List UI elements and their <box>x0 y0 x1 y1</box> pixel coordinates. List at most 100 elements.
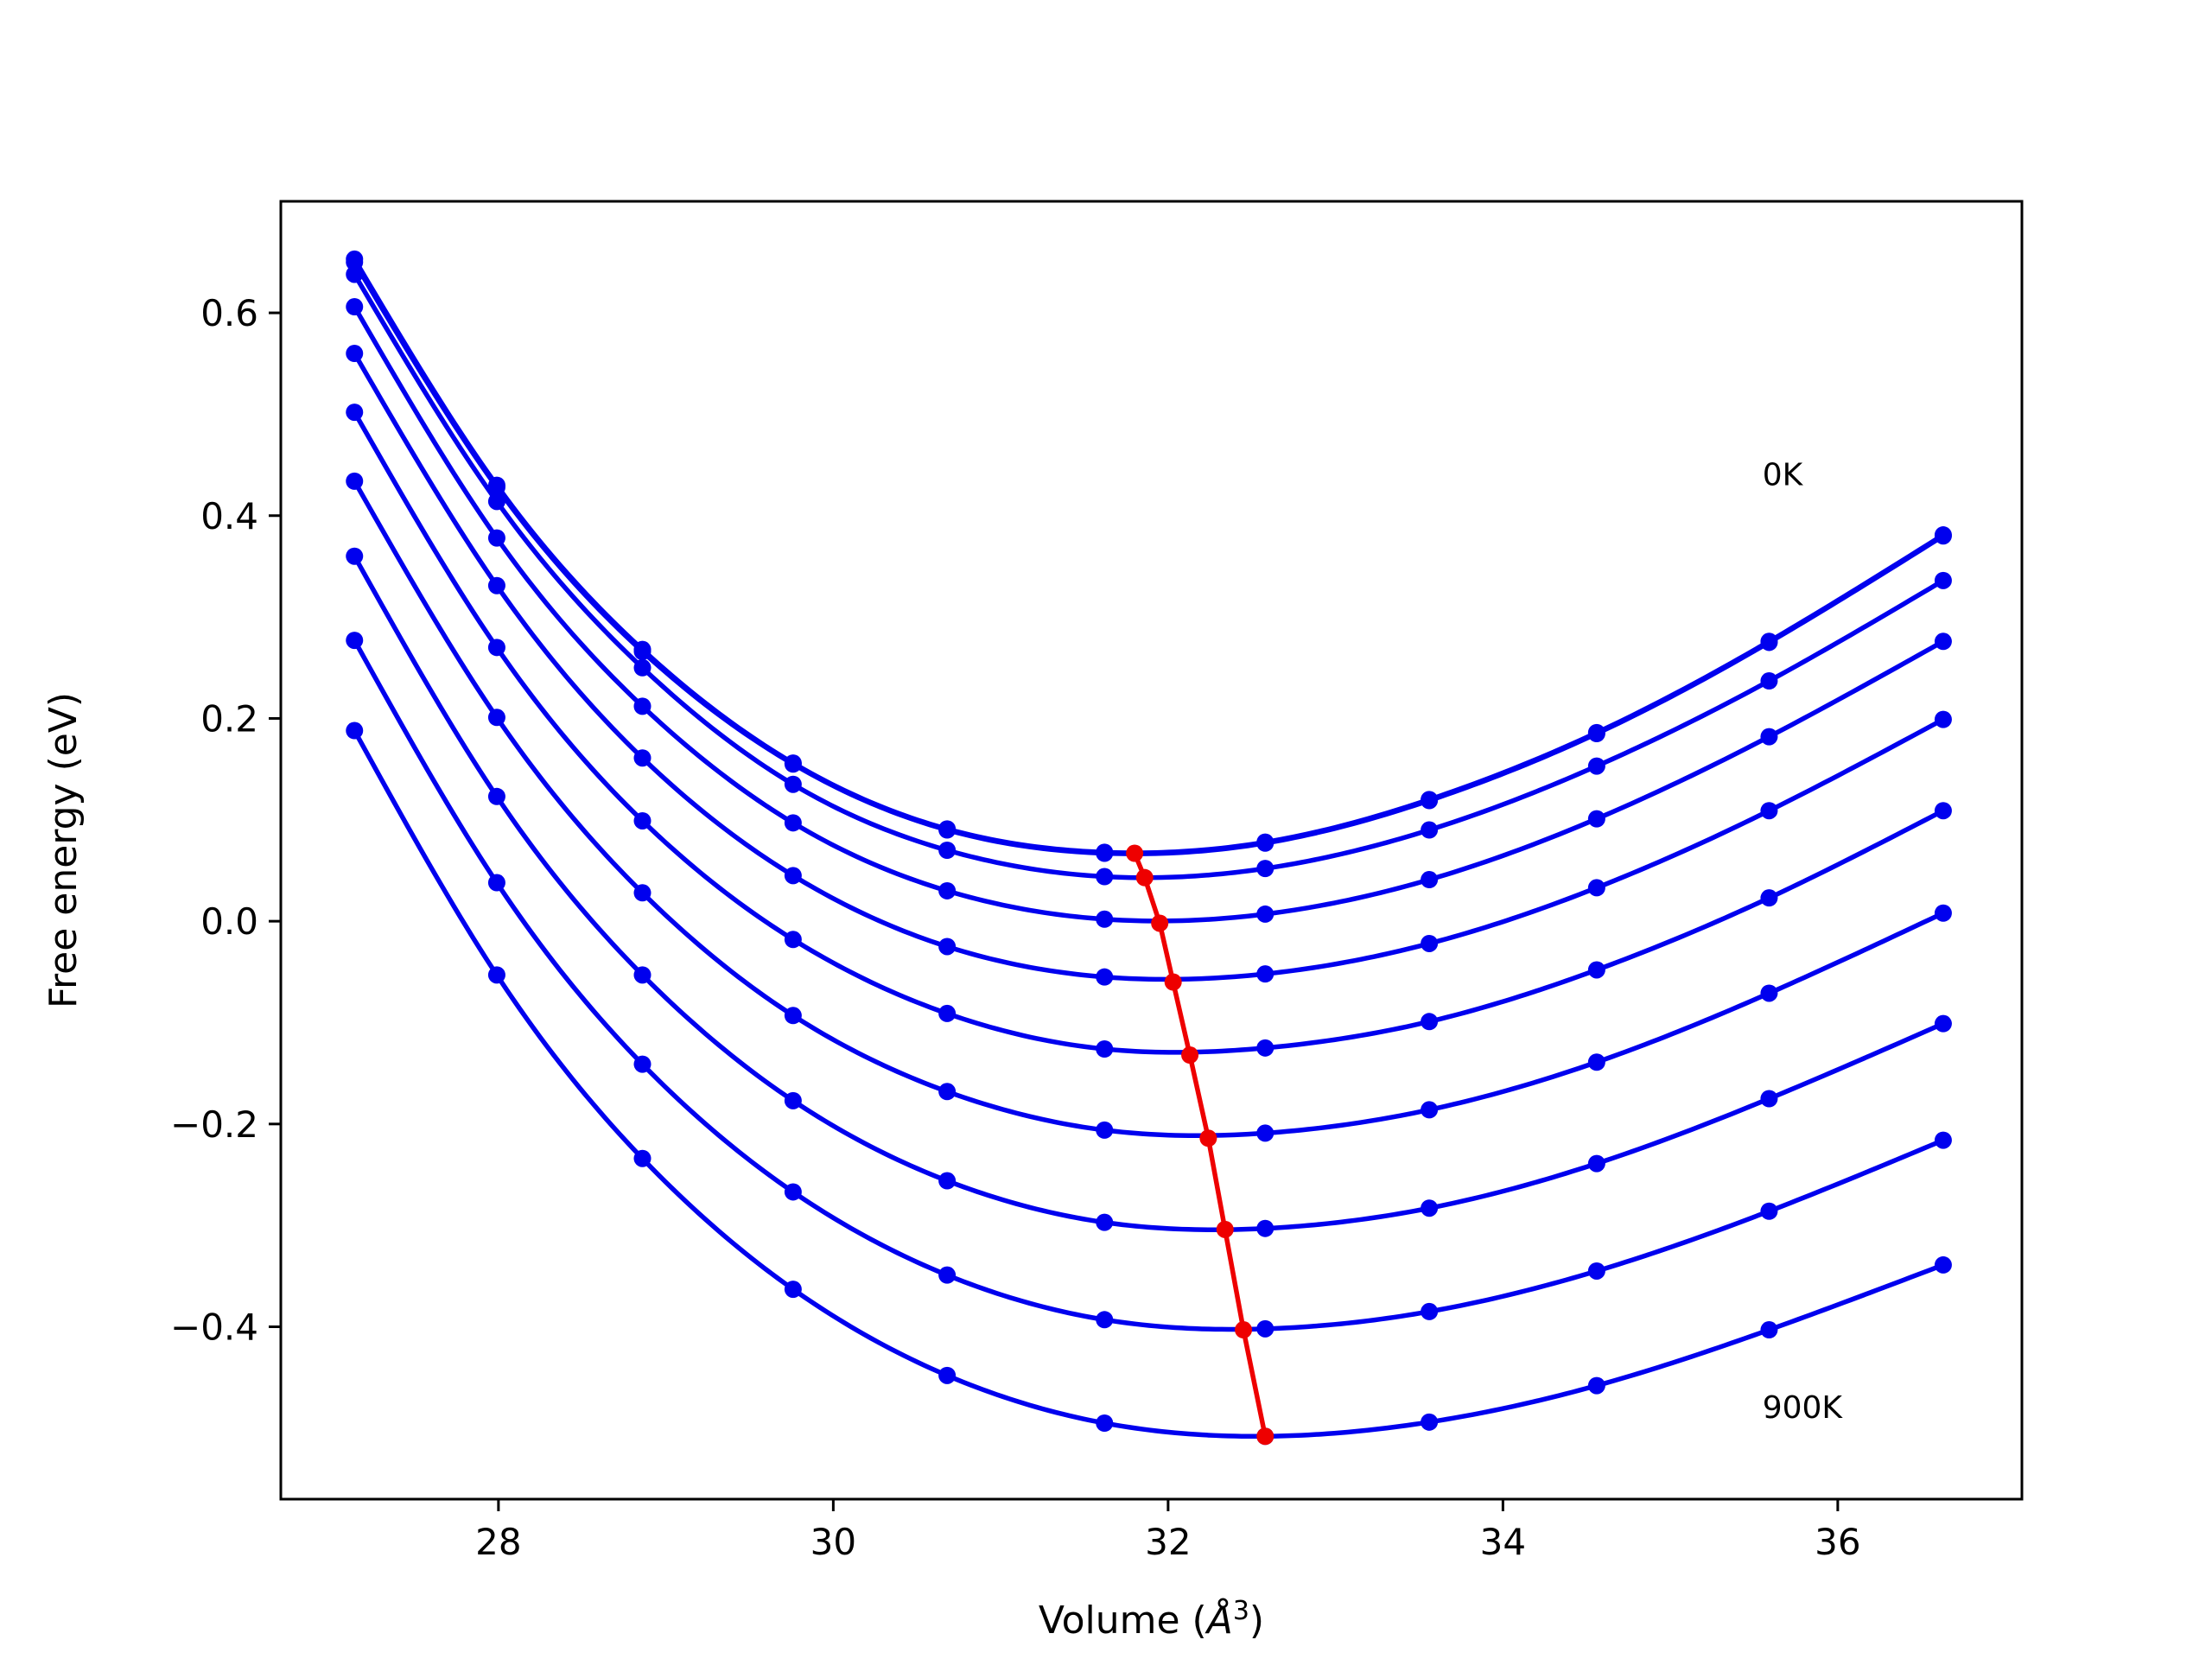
series-8-point-5 <box>1096 1311 1114 1329</box>
series-5-point-6 <box>1256 1039 1274 1057</box>
series-2-point-8 <box>1587 757 1605 775</box>
series-2-point-6 <box>1256 860 1274 878</box>
series-2-point-2 <box>633 658 652 677</box>
y-tick-label-4: 0.4 <box>200 495 258 537</box>
series-7-point-0 <box>346 547 364 565</box>
series-7-point-9 <box>1760 1090 1778 1108</box>
y-tick-label-1: −0.2 <box>170 1103 258 1146</box>
series-3-point-5 <box>1096 910 1114 928</box>
series-4-point-5 <box>1096 968 1114 986</box>
series-8-point-9 <box>1760 1202 1778 1220</box>
series-2-point-5 <box>1096 868 1114 886</box>
y-tick-label-2: 0.0 <box>200 900 258 943</box>
series-9-point-8 <box>1587 1376 1605 1395</box>
series-3-point-10 <box>1934 632 1952 651</box>
series-5-point-3 <box>784 931 802 949</box>
series-4-point-10 <box>1934 710 1952 728</box>
series-3-point-1 <box>487 529 505 547</box>
series-1-point-3 <box>784 755 802 773</box>
series-7-point-4 <box>938 1172 957 1190</box>
series-8-point-8 <box>1587 1262 1605 1280</box>
series-2-point-3 <box>784 775 802 793</box>
minimum-point-4 <box>1181 1046 1199 1065</box>
series-6-point-0 <box>346 472 364 490</box>
y-axis-label: Free energy (eV) <box>41 692 86 1008</box>
series-9-point-7 <box>1421 1413 1439 1431</box>
series-1-point-6 <box>1256 834 1274 852</box>
minimum-point-6 <box>1216 1220 1234 1238</box>
x-tick-label-2: 32 <box>1145 1521 1191 1563</box>
series-9-point-0 <box>346 721 364 740</box>
x-tick-label-3: 34 <box>1480 1521 1526 1563</box>
series-6-point-6 <box>1256 1124 1274 1142</box>
series-1-line <box>352 261 1945 856</box>
series-5-point-2 <box>633 811 652 830</box>
minimum-point-0 <box>1126 844 1144 862</box>
minimum-point-2 <box>1151 914 1169 932</box>
series-3-point-8 <box>1587 810 1605 828</box>
minimum-point-8 <box>1256 1427 1274 1446</box>
series-2-point-4 <box>938 842 957 859</box>
series-7-point-10 <box>1934 1014 1952 1033</box>
series-6-point-7 <box>1421 1101 1439 1119</box>
series-8-point-6 <box>1256 1319 1274 1338</box>
x-axis-label-close-paren: ) <box>1249 1599 1264 1643</box>
series-2-point-9 <box>1760 672 1778 690</box>
series-7-point-2 <box>633 966 652 984</box>
series-3-point-9 <box>1760 728 1778 746</box>
series-3-point-3 <box>784 814 802 832</box>
series-9-point-5 <box>1096 1414 1114 1432</box>
series-6-line <box>352 480 1945 1139</box>
series-7-line <box>352 555 1945 1232</box>
series-1-point-4 <box>938 821 957 839</box>
annotation-0: 0K <box>1763 458 1804 493</box>
series-4-point-1 <box>487 576 505 594</box>
series-1-point-7 <box>1421 791 1439 810</box>
series-5-point-7 <box>1421 1013 1439 1031</box>
series-2-point-0 <box>346 265 364 283</box>
y-tick-label-3: 0.2 <box>200 697 258 740</box>
x-tick-label-4: 36 <box>1815 1521 1860 1563</box>
series-2-point-7 <box>1421 821 1439 839</box>
series-6-point-5 <box>1096 1121 1114 1139</box>
annotation-1: 900K <box>1763 1390 1844 1426</box>
series-6-point-1 <box>487 709 505 727</box>
axes-frame <box>279 200 2024 1501</box>
series-8-point-3 <box>784 1183 802 1201</box>
series-7-point-3 <box>784 1091 802 1109</box>
series-2-point-10 <box>1934 571 1952 589</box>
series-3-point-6 <box>1256 905 1274 923</box>
series-8-point-7 <box>1421 1302 1439 1320</box>
series-1-point-0 <box>346 253 364 271</box>
series-9-point-1 <box>487 966 505 984</box>
series-7-point-7 <box>1421 1199 1439 1217</box>
series-5-point-9 <box>1760 889 1778 907</box>
series-6-point-2 <box>633 884 652 902</box>
y-tick-label-5: 0.6 <box>200 292 258 334</box>
series-3-point-4 <box>938 881 957 899</box>
series-7-point-6 <box>1256 1219 1274 1237</box>
series-9-point-2 <box>633 1149 652 1167</box>
series-3-point-7 <box>1421 871 1439 889</box>
series-9-line <box>352 729 1944 1440</box>
series-5-point-4 <box>938 1004 957 1022</box>
series-4-point-7 <box>1421 934 1439 952</box>
series-5-point-1 <box>487 639 505 657</box>
series-2-point-1 <box>487 493 505 511</box>
series-4-point-2 <box>633 749 652 767</box>
series-1-point-5 <box>1096 844 1114 862</box>
series-8-point-0 <box>346 632 364 650</box>
plot-marks <box>346 250 1952 1446</box>
series-8-point-2 <box>633 1055 652 1073</box>
series-5-point-10 <box>1934 802 1952 820</box>
series-5-point-0 <box>346 404 364 422</box>
x-tick-label-1: 30 <box>810 1521 856 1563</box>
series-6-point-9 <box>1760 984 1778 1002</box>
series-7-point-1 <box>487 787 505 805</box>
minimum-point-7 <box>1235 1321 1253 1339</box>
y-tick-label-0: −0.4 <box>170 1306 258 1349</box>
series-6-point-10 <box>1934 904 1952 922</box>
minimum-point-1 <box>1135 868 1154 887</box>
x-axis-label: Volume (Å3) <box>1039 1596 1264 1643</box>
